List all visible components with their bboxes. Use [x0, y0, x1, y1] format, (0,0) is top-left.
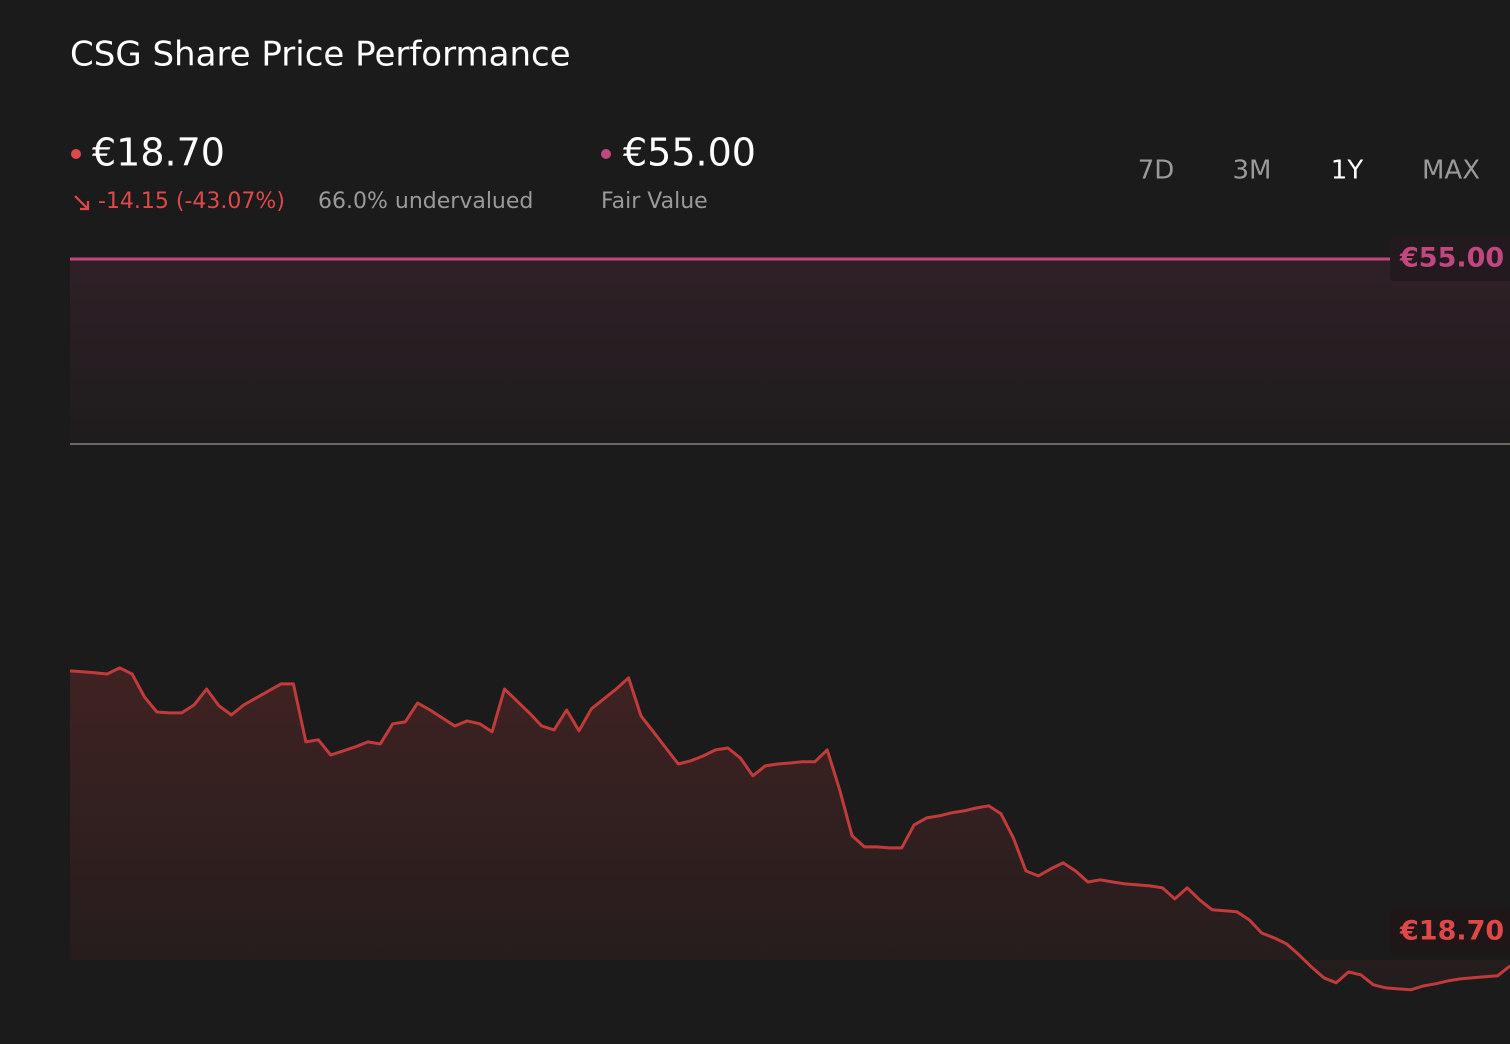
price-area — [70, 667, 1510, 990]
price-tag — [1390, 910, 1510, 954]
price-dot — [71, 149, 81, 159]
range-button[interactable]: 3M — [1233, 156, 1272, 186]
fair-value-dot — [601, 149, 611, 159]
range-button[interactable]: 1Y — [1331, 156, 1364, 186]
price-value: €18.70 — [92, 131, 225, 175]
range-button[interactable]: MAX — [1422, 156, 1480, 186]
fair-value-caption: Fair Value — [601, 189, 708, 214]
down-arrow — [74, 195, 90, 211]
fair-value-band — [70, 259, 1510, 444]
price-change: -14.15 (-43.07%) — [98, 189, 285, 214]
fair-value-tag — [1390, 237, 1510, 281]
fair-value-tag-label: €55.00 — [1399, 243, 1504, 274]
undervalued-note: 66.0% undervalued — [318, 189, 533, 214]
price-tag-label: €18.70 — [1399, 916, 1504, 947]
price-line — [69, 666, 1510, 992]
range-button[interactable]: 7D — [1138, 156, 1175, 186]
chart-title: CSG Share Price Performance — [70, 35, 571, 75]
fair-value: €55.00 — [623, 131, 756, 175]
